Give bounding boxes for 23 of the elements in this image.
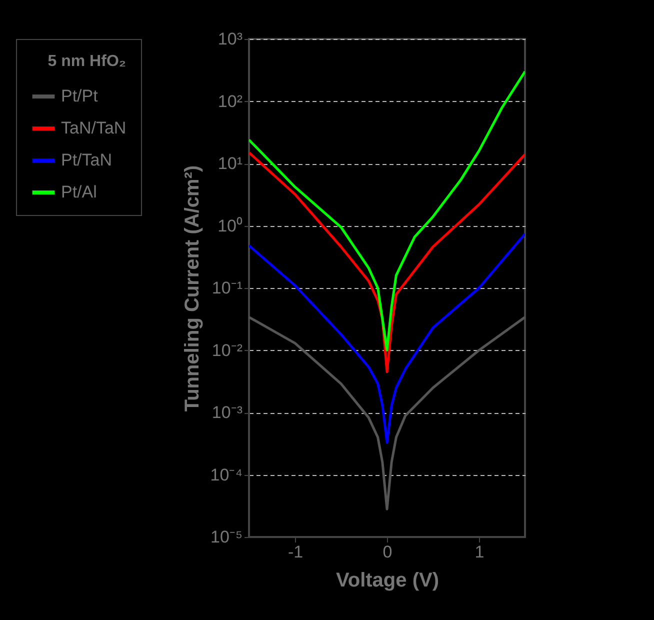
y-tick-label: 10³ (218, 30, 243, 48)
line-series (249, 70, 525, 352)
legend-label: TaN/TaN (61, 118, 126, 138)
x-tick-label: -1 (288, 542, 304, 562)
y-tick-label: 10² (218, 92, 243, 111)
x-tick-label: 0 (382, 542, 392, 562)
y-tick-label: 10¹ (218, 154, 243, 173)
legend-label: Pt/Pt (61, 86, 98, 106)
y-tick-label: 10⁻² (212, 340, 243, 360)
y-tick-label: 10⁰ (218, 216, 242, 236)
y-tick-label: 10⁻⁵ (210, 528, 242, 546)
line-series (249, 232, 525, 444)
y-tick-label: 10⁻¹ (212, 278, 243, 298)
y-tick-label: 10⁻³ (212, 403, 243, 422)
line-series (249, 316, 525, 510)
y-axis-title: Tunneling Current (A/cm²) (181, 165, 204, 412)
legend-label: Pt/TaN (61, 150, 112, 170)
line-series (249, 151, 525, 374)
legend-title: 5 nm HfO₂ (48, 53, 126, 70)
y-tick-label: 10⁻⁴ (210, 465, 242, 484)
x-tick-label: 1 (474, 542, 484, 562)
legend-label: Pt/Al (61, 182, 97, 202)
x-axis-title: Voltage (V) (336, 570, 439, 592)
